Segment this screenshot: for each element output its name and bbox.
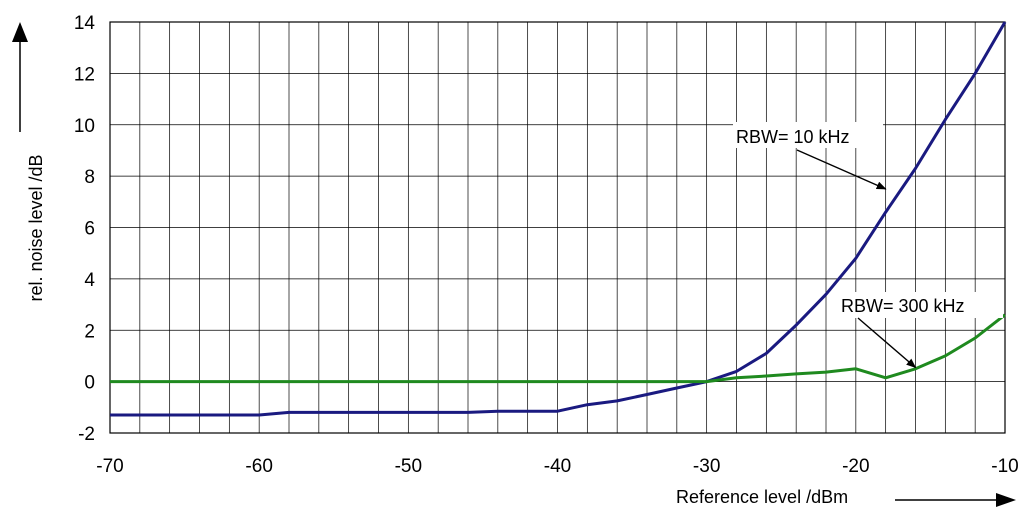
series-lines	[110, 21, 1007, 417]
y-tick-label: 2	[84, 321, 95, 342]
annotation-rbw-10-label: RBW= 10 kHz	[736, 127, 850, 147]
y-axis-arrow	[12, 22, 28, 132]
y-tick-label: 12	[74, 64, 95, 85]
x-tick-labels: -70 -60 -50 -40 -30 -20 -10	[96, 456, 1018, 477]
annotation-rbw-300-background	[838, 292, 1003, 318]
x-tick-label: -30	[693, 456, 720, 477]
x-tick-label: -70	[96, 456, 123, 477]
x-tick-label: -60	[245, 456, 272, 477]
annotation-rbw-10-arrow	[796, 149, 887, 190]
annotation-rbw-10-background	[733, 122, 883, 148]
x-tick-label: -40	[544, 456, 571, 477]
annotation-rbw-300-arrow	[857, 317, 917, 369]
x-axis-title: Reference level /dBm	[676, 487, 848, 507]
grid-lines	[110, 22, 1005, 433]
x-axis-arrow	[895, 493, 1016, 507]
y-tick-label: 4	[84, 270, 95, 291]
annotation-rbw-300-label: RBW= 300 kHz	[841, 296, 965, 316]
y-tick-label: 0	[84, 373, 95, 394]
series-line-rbw-300khz	[110, 313, 1006, 384]
y-tick-label: 14	[74, 13, 96, 34]
x-tick-label: -10	[991, 456, 1018, 477]
y-tick-labels: -2 0 2 4 6 8 10 12 14	[74, 13, 96, 445]
y-tick-label: -2	[78, 424, 95, 445]
y-axis-title: rel. noise level /dB	[26, 154, 46, 301]
x-tick-label: -20	[842, 456, 869, 477]
x-tick-label: -50	[395, 456, 422, 477]
y-tick-label: 8	[84, 167, 95, 188]
y-tick-label: 10	[74, 116, 95, 137]
y-tick-label: 6	[84, 219, 95, 240]
